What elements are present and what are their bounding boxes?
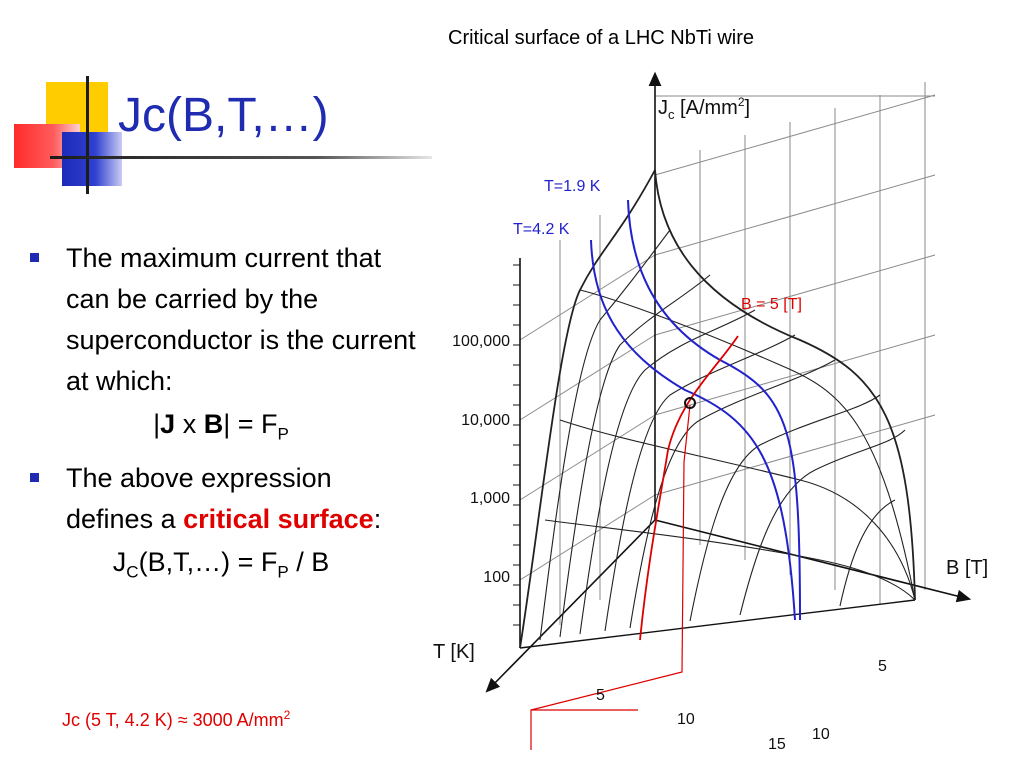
- back-grid: [519, 82, 936, 625]
- bullet-item-2: The above expression defines a critical …: [26, 458, 416, 540]
- t-axis: [485, 519, 656, 693]
- eq2-args: (B,T,…) = F: [138, 547, 278, 578]
- eq2-tail: / B: [288, 547, 330, 578]
- isotherm-1-9k: [627, 199, 801, 621]
- jc-label-sup: 2: [738, 95, 745, 109]
- eq2-sub-p: P: [277, 562, 289, 582]
- decor-blue-square: [62, 132, 122, 186]
- isotherm-curves: [590, 199, 801, 621]
- jc-axis-label: Jc [A/mm2]: [658, 95, 750, 122]
- equation-jc: JC(B,T,…) = FP / B: [26, 542, 416, 592]
- b-tick-label: 5: [878, 658, 887, 675]
- operating-point-marker: [684, 397, 696, 409]
- t-tick-label: 15: [768, 736, 786, 753]
- chart-title: Critical surface of a LHC NbTi wire: [448, 27, 755, 49]
- jc-label-j: J: [658, 97, 668, 119]
- isofield-curve-5t: [530, 335, 739, 750]
- jc-label-unit: [A/mm: [675, 97, 738, 119]
- jc-label-close: ]: [745, 97, 751, 119]
- eq2-sub-c: C: [126, 562, 139, 582]
- critical-surface-highlight: critical surface: [183, 504, 374, 535]
- isofield-5t-label: B = 5 [T]: [741, 296, 802, 313]
- jc-tick-label: 1,000: [470, 490, 510, 507]
- b-axis: [654, 519, 972, 603]
- eq1-sub: P: [277, 424, 289, 444]
- jc-tick-label: 100: [483, 569, 510, 586]
- bullet-2-text: The above expression defines a: [66, 463, 332, 535]
- jc-label-sub: c: [668, 107, 675, 122]
- isotherm-1-9k-label: T=1.9 K: [544, 178, 601, 195]
- note-text: Jc (5 T, 4.2 K) ≈ 3000 A/mm: [62, 710, 284, 730]
- jc-tick-label: 100,000: [452, 333, 510, 350]
- bullet-square-icon: [30, 473, 39, 483]
- eq1-rhs: | = F: [223, 409, 278, 439]
- bullet-2-colon: :: [373, 504, 382, 535]
- decor-vertical-line: [86, 76, 89, 194]
- axes: [485, 71, 972, 693]
- isotherm-4-2k: [590, 239, 796, 621]
- t-tick-label: 5: [596, 687, 605, 704]
- eq1-times: x: [175, 409, 204, 439]
- slide-title: Jc(B,T,…): [118, 89, 329, 142]
- title-underline: [50, 156, 432, 159]
- surface-mesh: [519, 169, 916, 649]
- eq1-b: B: [203, 409, 224, 439]
- isotherm-4-2k-label: T=4.2 K: [513, 221, 570, 238]
- eq1-j: J: [160, 409, 176, 439]
- b-tick-label: 10: [812, 726, 830, 743]
- note-sup: 2: [283, 708, 291, 722]
- bullet-square-icon: [30, 253, 39, 262]
- jc-value-note: Jc (5 T, 4.2 K) ≈ 3000 A/mm2: [62, 708, 290, 731]
- t-tick-label: 10: [677, 711, 695, 728]
- equation-force-balance: |J x B| = FP: [26, 404, 416, 454]
- bullet-list: The maximum current that can be carried …: [26, 238, 416, 593]
- b-axis-label: B [T]: [946, 557, 988, 579]
- t-axis-label: T [K]: [433, 641, 475, 663]
- bullet-item-1: The maximum current that can be carried …: [26, 238, 416, 402]
- jc-minor-ticks: [513, 264, 520, 626]
- eq2-j: J: [112, 547, 127, 578]
- bullet-1-text: The maximum current that can be carried …: [66, 243, 416, 396]
- jc-tick-label: 10,000: [461, 412, 510, 429]
- eq1-bar: |: [153, 409, 161, 439]
